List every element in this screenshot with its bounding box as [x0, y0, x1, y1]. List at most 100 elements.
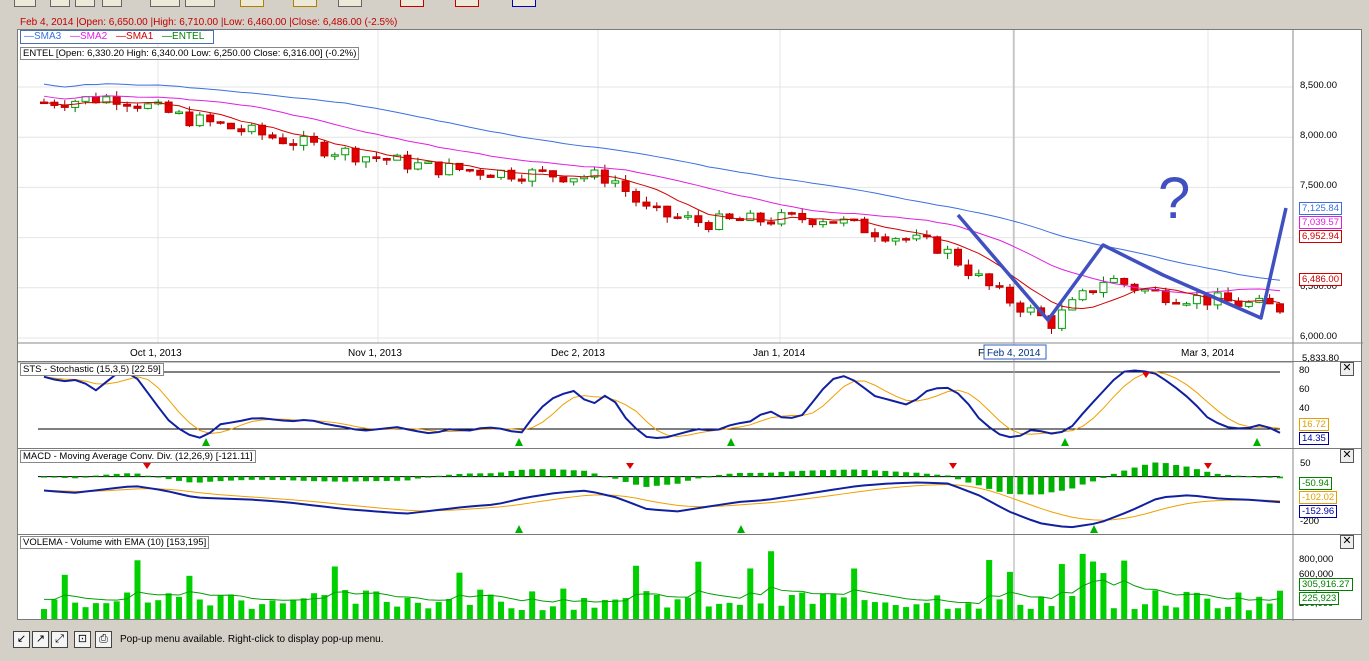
- candle-body: [112, 96, 121, 105]
- histogram-bar: [61, 476, 68, 478]
- histogram-bar: [1027, 476, 1034, 495]
- volume-chart[interactable]: [18, 535, 1363, 621]
- volume-bar: [1183, 591, 1190, 619]
- volume-bar: [601, 599, 608, 619]
- candle-body: [1161, 290, 1170, 304]
- volume-bar: [518, 610, 525, 619]
- volume-bar: [1193, 592, 1200, 619]
- toolbar-button-red-2[interactable]: [455, 0, 479, 7]
- candle-body: [974, 273, 983, 276]
- volume-bar: [1245, 610, 1252, 619]
- volume-bar: [435, 602, 442, 619]
- stochastic-title: STS - Stochastic (15,3,5) [22.59]: [20, 363, 164, 376]
- toolbar-button-5y[interactable]: [102, 0, 122, 7]
- candle-body: [528, 169, 537, 182]
- histogram-bar: [321, 476, 328, 482]
- toolbar-button-3[interactable]: [338, 0, 362, 7]
- volume-bar: [840, 597, 847, 619]
- histogram-bar: [768, 472, 775, 477]
- histogram-bar: [331, 476, 338, 482]
- candle-body: [268, 134, 277, 139]
- toolbar-button[interactable]: [14, 0, 36, 7]
- histogram-bar: [51, 476, 58, 478]
- buy-signal-marker: [737, 525, 745, 533]
- volume-close-button[interactable]: ✕: [1340, 535, 1354, 549]
- volume-panel[interactable]: [17, 534, 1363, 621]
- zoom-in-icon[interactable]: ↙: [13, 631, 30, 648]
- histogram-bar: [508, 470, 515, 477]
- candle-body: [372, 156, 381, 159]
- candle-body: [175, 111, 184, 115]
- volume-bar: [269, 600, 276, 619]
- candle-body: [1109, 277, 1118, 283]
- close-icon: ✕: [1342, 535, 1352, 547]
- toolbar-button-red-1[interactable]: [400, 0, 424, 7]
- histogram-bar: [601, 476, 608, 478]
- toolbar-button-1y[interactable]: [75, 0, 95, 7]
- volume-bar: [144, 602, 151, 619]
- histogram-bar: [955, 476, 962, 480]
- toolbar-button-3m[interactable]: [50, 0, 70, 7]
- histogram-bar: [1131, 467, 1138, 477]
- histogram-bar: [664, 476, 671, 485]
- candle-body: [933, 236, 942, 254]
- histogram-bar: [103, 474, 110, 477]
- histogram-bar: [1173, 465, 1180, 477]
- volume-bar: [1121, 560, 1128, 619]
- histogram-bar: [1100, 476, 1107, 478]
- histogram-bar: [1204, 471, 1211, 477]
- zoom-reset-icon[interactable]: ⤢: [51, 631, 68, 648]
- candle-body: [143, 103, 152, 109]
- price-panel[interactable]: ? Oct 1, 2013 Nov 1, 2013 Dec 2, 2013 Jan 1,…: [17, 29, 1363, 363]
- candle-body: [663, 205, 672, 218]
- volume-bar: [591, 607, 598, 619]
- histogram-bar: [757, 472, 764, 477]
- price-value-box: 6,486.00: [1299, 273, 1342, 286]
- histogram-bar: [1017, 476, 1024, 495]
- toolbar-button[interactable]: [150, 0, 180, 7]
- stochastic-y-tick: 40: [1299, 403, 1310, 414]
- legend-sma3: —SMA3: [24, 31, 62, 42]
- fit-icon[interactable]: ⊡: [74, 631, 91, 648]
- histogram-bar: [1225, 474, 1232, 477]
- volume-bar: [705, 606, 712, 619]
- price-value-box: 7,039.57: [1299, 216, 1342, 229]
- histogram-bar: [259, 476, 266, 480]
- volume-bar: [1027, 608, 1034, 619]
- stochastic-panel[interactable]: [17, 361, 1363, 450]
- volume-bar: [664, 607, 671, 619]
- histogram-bar: [560, 469, 567, 477]
- volume-bar: [113, 601, 120, 619]
- volume-bar: [186, 575, 193, 619]
- sma2-line: [43, 95, 1281, 294]
- histogram-bar: [736, 472, 743, 477]
- histogram-bar: [1235, 475, 1242, 477]
- histogram-bar: [435, 475, 442, 477]
- toolbar-button-blue-3[interactable]: [512, 0, 536, 7]
- stochastic-value-box: 14.35: [1299, 432, 1329, 445]
- macd-close-button[interactable]: ✕: [1340, 449, 1354, 463]
- legend-entel: —ENTEL: [162, 31, 205, 42]
- toolbar-button-orange-2[interactable]: [293, 0, 317, 7]
- macd-chart[interactable]: [18, 449, 1363, 536]
- histogram-bar: [622, 476, 629, 482]
- volume-bar: [851, 568, 858, 619]
- histogram-bar: [591, 473, 598, 477]
- stochastic-chart[interactable]: [18, 362, 1363, 450]
- stochastic-close-button[interactable]: ✕: [1340, 362, 1354, 376]
- histogram-bar: [72, 476, 79, 479]
- x-axis-label: F: [978, 348, 984, 359]
- toolbar-button[interactable]: [185, 0, 215, 7]
- print-icon[interactable]: ⎙: [95, 631, 112, 648]
- volume-bar: [259, 604, 266, 619]
- status-bar: ↙ ↗ ⤢ ⊡ ⎙ Pop-up menu available. Right-c…: [10, 627, 1360, 653]
- zoom-out-icon[interactable]: ↗: [32, 631, 49, 648]
- candle-body: [434, 161, 443, 176]
- sell-signal-marker: [1142, 372, 1150, 378]
- buy-signal-marker: [515, 438, 523, 446]
- price-value-box: 7,125.84: [1299, 202, 1342, 215]
- sma1-line: [43, 101, 1281, 309]
- volume-bar: [279, 603, 286, 619]
- price-chart[interactable]: ? Oct 1, 2013 Nov 1, 2013 Dec 2, 2013 Jan 1,…: [18, 30, 1363, 363]
- toolbar-button-orange-1[interactable]: [240, 0, 264, 7]
